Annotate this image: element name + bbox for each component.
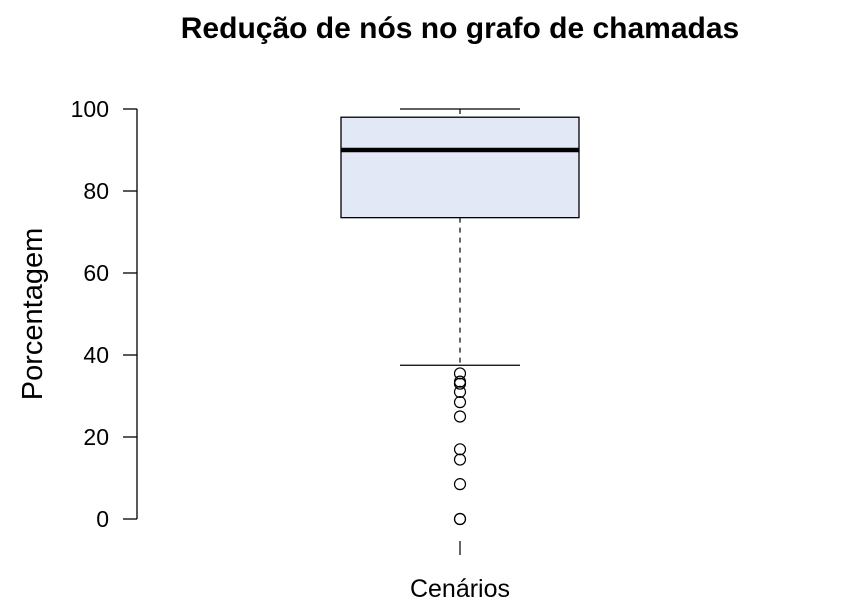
chart-title: Redução de nós no grafo de chamadas (181, 12, 739, 45)
category-label: Cenários (410, 575, 510, 603)
y-axis-label: Porcentagem (17, 228, 49, 401)
box-series (340, 108, 580, 555)
outlier-point (453, 512, 467, 526)
outlier-point (453, 385, 467, 398)
y-tick-label: 100 (71, 96, 109, 122)
y-tick-label: 0 (96, 506, 109, 532)
y-tick-label: 80 (83, 178, 109, 204)
outlier-point (453, 410, 467, 423)
outlier-point (453, 396, 467, 409)
y-tick-label: 20 (83, 424, 109, 450)
outlier-points (453, 367, 467, 526)
outlier-point (453, 367, 467, 380)
y-tick-label: 40 (83, 342, 109, 368)
outlier-point (453, 453, 467, 466)
y-ticks: 0 20 40 60 80 100 (71, 96, 137, 532)
iqr-box (340, 116, 580, 219)
outlier-point (453, 443, 467, 456)
outlier-point (453, 377, 467, 390)
outlier-point (453, 478, 467, 491)
y-axis: 0 20 40 60 80 100 (71, 96, 138, 532)
y-tick-label: 60 (83, 260, 109, 286)
